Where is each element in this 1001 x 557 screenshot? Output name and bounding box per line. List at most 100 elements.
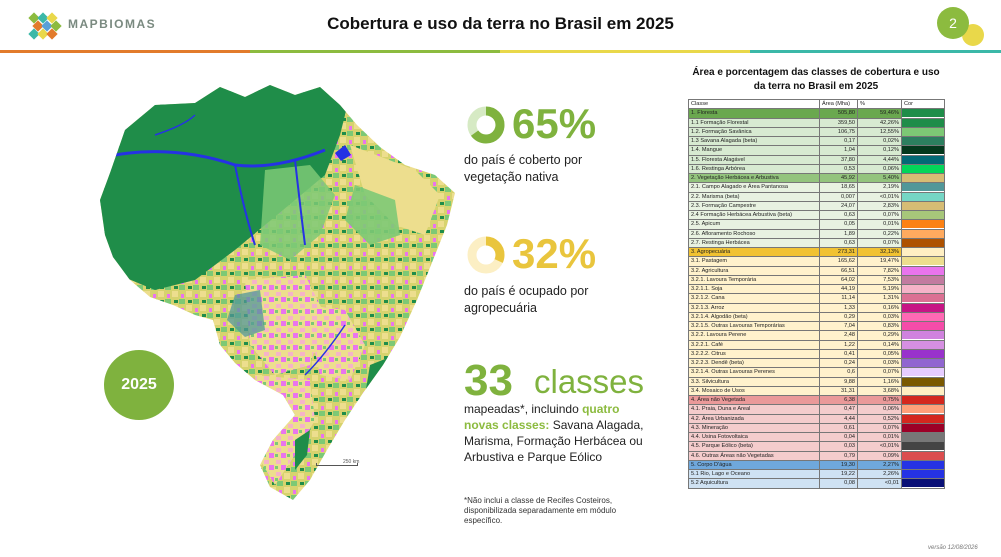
- color-swatch: [902, 156, 944, 164]
- color-swatch: [902, 294, 944, 302]
- percent-cell: 5,40%: [857, 172, 902, 184]
- class-name-cell: 3.2.1.4. Algodão (beta): [688, 311, 820, 323]
- color-swatch: [902, 202, 944, 210]
- color-swatch-cell: [901, 450, 945, 461]
- header-stripe-teal: [750, 50, 1001, 53]
- class-name-cell: 3.2.1. Lavoura Temporária: [688, 274, 820, 286]
- percent-cell: <0,01%: [857, 441, 902, 452]
- color-swatch-cell: [901, 311, 945, 323]
- classes-label: classes: [534, 363, 645, 400]
- area-cell: 505,80: [819, 108, 858, 119]
- table-row: 3.2.2. Lavoura Perene 2,48 0,29%: [688, 330, 945, 341]
- area-cell: 0,007: [819, 191, 858, 202]
- color-swatch-cell: [901, 459, 945, 471]
- area-cell: 64,02: [819, 274, 858, 286]
- area-cell: 0,17: [819, 135, 858, 147]
- table-row: 1. Floresta 505,80 59,46%: [688, 108, 945, 119]
- agriculture-donut-icon: [467, 236, 505, 274]
- color-swatch-cell: [901, 191, 945, 202]
- color-swatch: [902, 146, 944, 154]
- color-swatch-cell: [901, 117, 945, 128]
- area-cell: 0,53: [819, 163, 858, 175]
- area-cell: 1,89: [819, 228, 858, 239]
- class-name-cell: 1. Floresta: [688, 108, 820, 119]
- area-cell: 0,63: [819, 209, 858, 221]
- percent-cell: 0,75%: [857, 394, 902, 406]
- map-scale-label: 250 km: [343, 459, 360, 465]
- table-row: 2.7. Restinga Herbácea 0,63 0,07%: [688, 237, 945, 249]
- column-header-class: Classe: [688, 98, 820, 110]
- color-swatch-cell: [901, 376, 945, 387]
- color-swatch: [902, 276, 944, 284]
- color-swatch-cell: [901, 441, 945, 452]
- column-header-percent: %: [857, 98, 902, 110]
- table-row: 5. Corpo D'água 19,30 2,27%: [688, 459, 945, 471]
- color-swatch-cell: [901, 228, 945, 239]
- color-swatch-cell: [901, 339, 945, 350]
- area-cell: 0,24: [819, 357, 858, 369]
- class-name-cell: 1.2. Formação Savânica: [688, 126, 820, 138]
- column-header-color: Cor: [901, 98, 945, 110]
- class-name-cell: 2.5. Apicum: [688, 219, 820, 230]
- area-cell: 0,47: [819, 404, 858, 415]
- color-swatch-cell: [901, 367, 945, 378]
- percent-cell: 0,07%: [857, 367, 902, 378]
- area-cell: 37,80: [819, 154, 858, 165]
- class-name-cell: 3.2.2. Lavoura Perene: [688, 330, 820, 341]
- color-swatch: [902, 470, 944, 478]
- color-swatch-cell: [901, 219, 945, 230]
- color-swatch-cell: [901, 265, 945, 276]
- percent-cell: 32,13%: [857, 246, 902, 258]
- area-cell: 0,6: [819, 367, 858, 378]
- color-swatch-cell: [901, 320, 945, 332]
- color-swatch-cell: [901, 468, 945, 480]
- table-row: 1.5. Floresta Alagável 37,80 4,44%: [688, 154, 945, 165]
- color-swatch: [902, 119, 944, 127]
- column-header-area: Área (Mha): [819, 98, 858, 110]
- class-name-cell: 1.3 Savana Alagada (beta): [688, 135, 820, 147]
- percent-cell: 0,07%: [857, 422, 902, 434]
- table-row: 2.4 Formação Herbácea Arbustiva (beta) 0,…: [688, 209, 945, 221]
- area-cell: 0,03: [819, 441, 858, 452]
- color-swatch: [902, 461, 944, 469]
- color-swatch-cell: [901, 385, 945, 397]
- color-swatch: [902, 248, 944, 256]
- area-cell: 11,14: [819, 293, 858, 304]
- area-cell: 273,31: [819, 246, 858, 258]
- percent-cell: 0,16%: [857, 302, 902, 313]
- class-name-cell: 5.1 Rio, Lago e Oceano: [688, 468, 820, 480]
- agriculture-text: do país é ocupado por agropecuária: [464, 284, 589, 315]
- color-swatch: [902, 313, 944, 321]
- class-name-cell: 3.2.2.1. Café: [688, 339, 820, 350]
- color-swatch-cell: [901, 108, 945, 119]
- color-swatch-cell: [901, 283, 945, 295]
- color-swatch-cell: [901, 200, 945, 212]
- color-swatch-cell: [901, 302, 945, 313]
- class-name-cell: 2.6. Afloramento Rochoso: [688, 228, 820, 239]
- class-name-cell: 3.3. Silvicultura: [688, 376, 820, 387]
- area-cell: 24,07: [819, 200, 858, 212]
- native-vegetation-percent: 65%: [512, 100, 597, 147]
- color-swatch: [902, 396, 944, 404]
- color-swatch: [902, 174, 944, 182]
- color-swatch: [902, 359, 944, 367]
- color-swatch: [902, 128, 944, 136]
- table-row: 3.1. Pastagem 165,62 19,47%: [688, 256, 945, 267]
- table-row: 5.2 Aquicultura 0,08 <0,01: [688, 478, 945, 489]
- color-swatch-cell: [901, 431, 945, 443]
- classes-text-before: mapeadas*, incluindo: [464, 402, 583, 416]
- table-row: 1.1 Formação Florestal 359,50 42,26%: [688, 117, 945, 128]
- area-cell: 1,04: [819, 145, 858, 156]
- color-swatch-cell: [901, 172, 945, 184]
- land-cover-classes-table: Classe Área (Mha) % Cor 1. Floresta 505,8…: [688, 98, 945, 489]
- color-swatch: [902, 368, 944, 376]
- class-name-cell: 1.4. Mangue: [688, 145, 820, 156]
- class-name-cell: 4.2. Área Urbanizada: [688, 413, 820, 424]
- class-name-cell: 5. Corpo D'água: [688, 459, 820, 471]
- area-cell: 7,04: [819, 320, 858, 332]
- percent-cell: 0,07%: [857, 237, 902, 249]
- color-swatch-cell: [901, 163, 945, 175]
- percent-cell: 1,16%: [857, 376, 902, 387]
- color-swatch: [902, 285, 944, 293]
- table-row: 1.6. Restinga Arbórea 0,53 0,06%: [688, 163, 945, 175]
